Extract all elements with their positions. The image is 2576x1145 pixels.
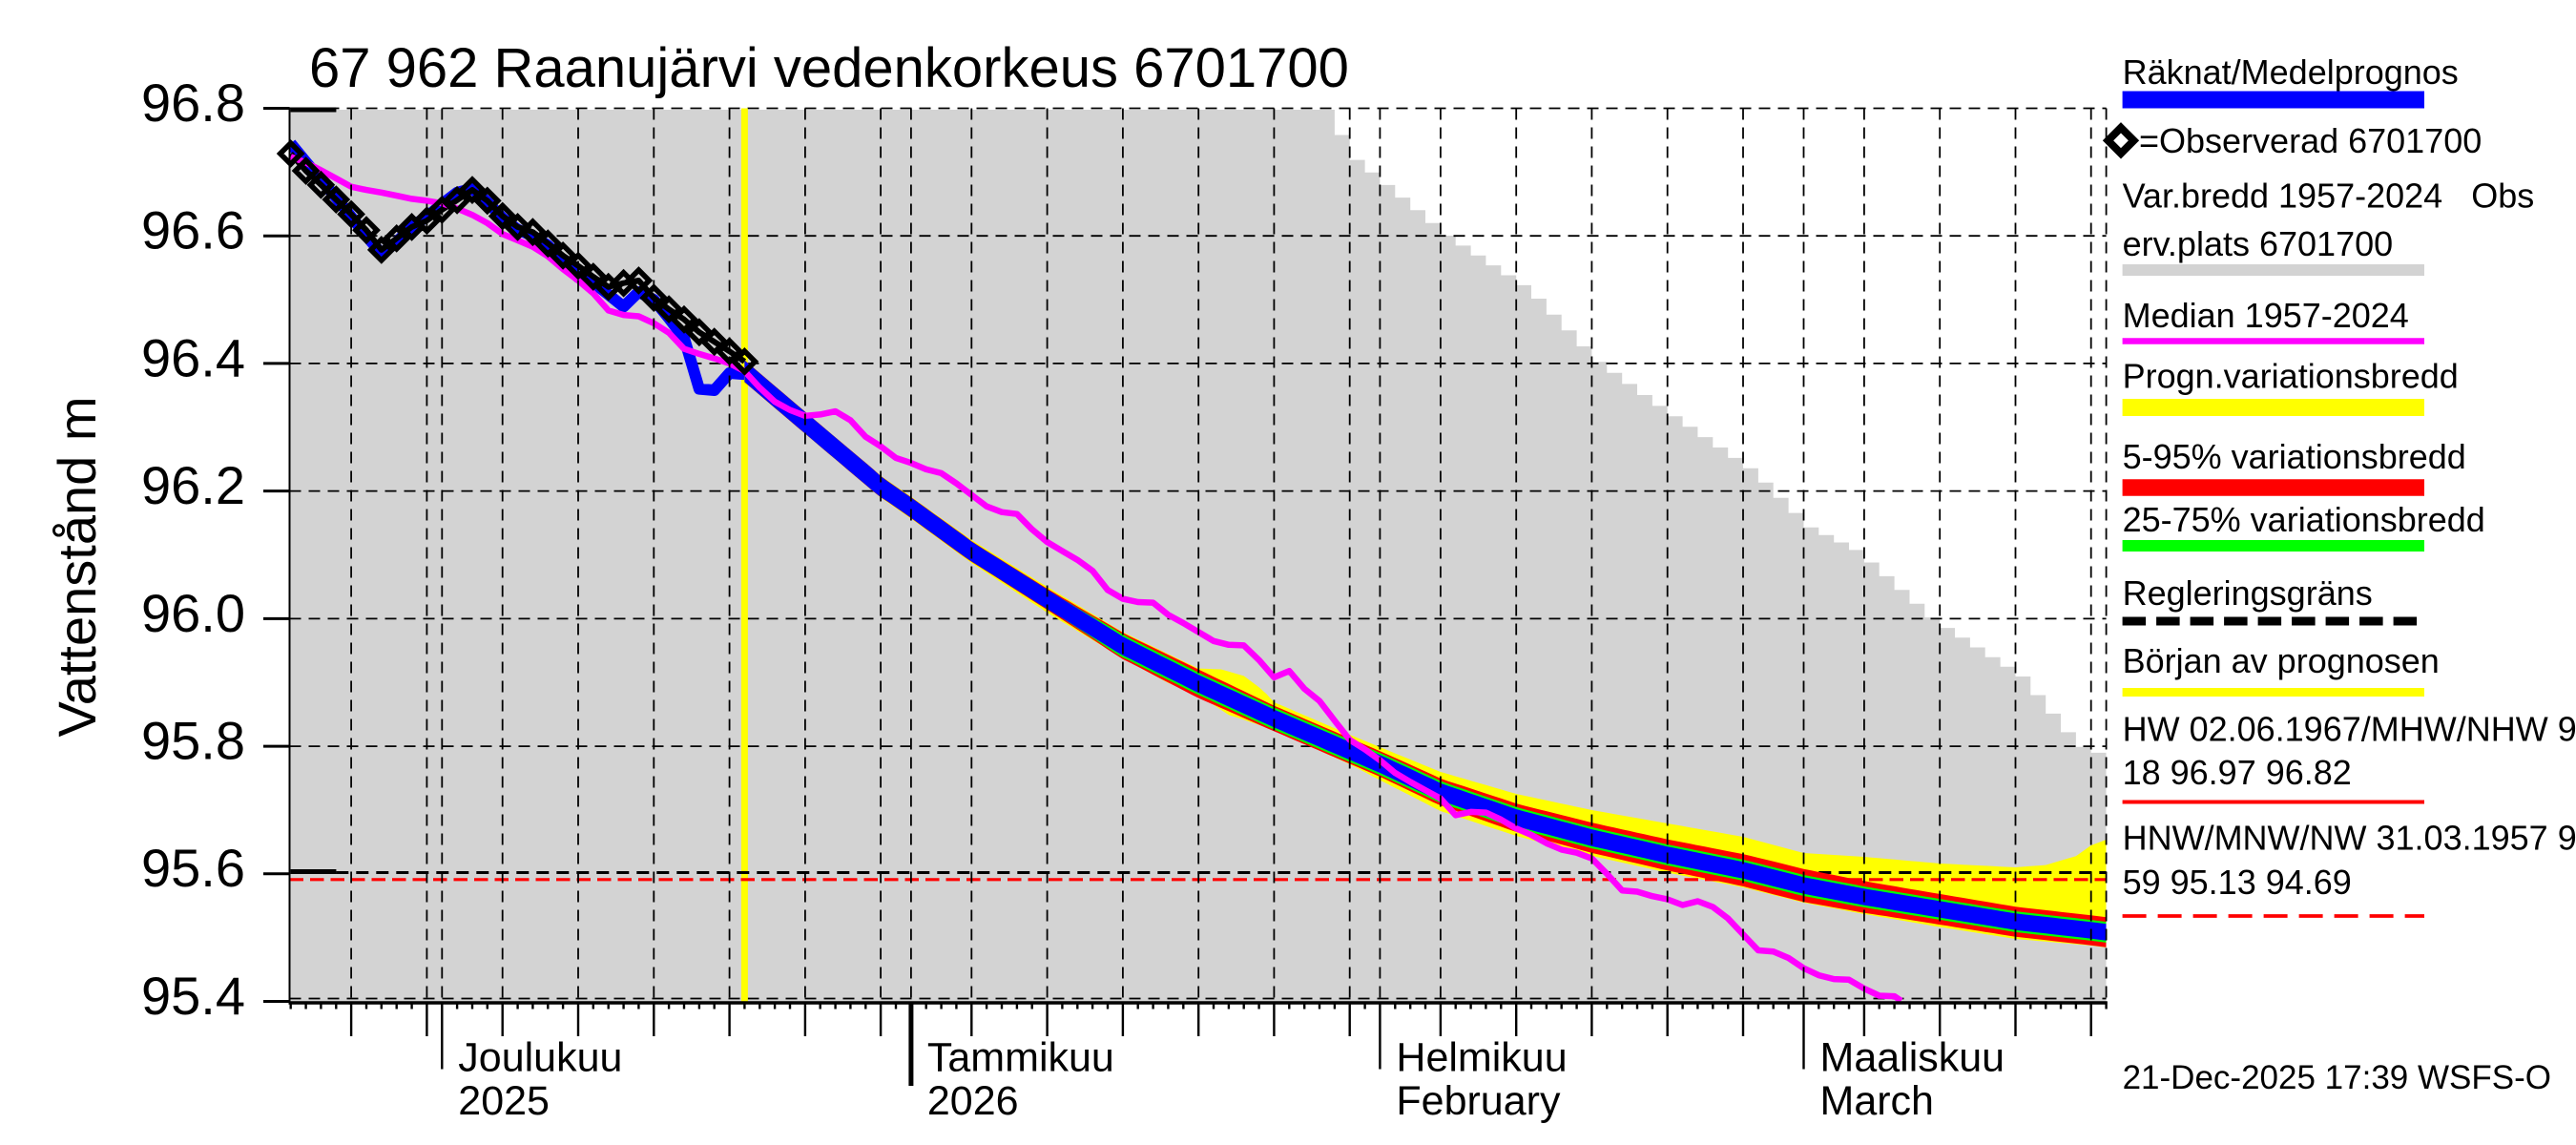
svg-text:March: March: [1820, 1078, 1934, 1124]
svg-text:18 96.97 96.82: 18 96.97 96.82: [2123, 753, 2352, 792]
svg-text:Tammikuu: Tammikuu: [927, 1034, 1114, 1080]
svg-text:96.4: 96.4: [141, 327, 245, 387]
svg-text:95.8: 95.8: [141, 711, 245, 771]
svg-text:96.6: 96.6: [141, 200, 245, 260]
svg-text:=Observerad 6701700: =Observerad 6701700: [2139, 121, 2482, 160]
svg-text:96.2: 96.2: [141, 455, 245, 515]
svg-text:erv.plats 6701700: erv.plats 6701700: [2123, 224, 2394, 263]
svg-text:Joulukuu: Joulukuu: [458, 1034, 622, 1080]
svg-text:Helmikuu: Helmikuu: [1396, 1034, 1567, 1080]
svg-text:96.8: 96.8: [141, 73, 245, 133]
svg-text:Var.bredd 1957-2024 Obs: Var.bredd 1957-2024 Obs: [2123, 177, 2535, 216]
svg-text:Räknat/Medelprognos: Räknat/Medelprognos: [2123, 52, 2459, 92]
svg-text:Progn.variationsbredd: Progn.variationsbredd: [2123, 357, 2459, 396]
svg-text:HNW/MNW/NW 31.03.1957 95.: HNW/MNW/NW 31.03.1957 95.: [2123, 819, 2576, 858]
svg-text:96.0: 96.0: [141, 583, 245, 643]
svg-text:Början av prognosen: Början av prognosen: [2123, 641, 2440, 680]
svg-text:5-95% variationsbredd: 5-95% variationsbredd: [2123, 437, 2466, 476]
svg-text:2025: 2025: [458, 1078, 550, 1124]
svg-text:25-75% variationsbredd: 25-75% variationsbredd: [2123, 500, 2485, 539]
svg-text:21-Dec-2025 17:39 WSFS-O: 21-Dec-2025 17:39 WSFS-O: [2123, 1059, 2551, 1096]
svg-text:Vattenstånd m: Vattenstånd m: [47, 397, 107, 738]
svg-text:95.6: 95.6: [141, 838, 245, 898]
svg-text:67 962 Raanujärvi vedenkorkeus: 67 962 Raanujärvi vedenkorkeus 6701700: [309, 37, 1349, 99]
svg-text:95.4: 95.4: [141, 966, 245, 1026]
svg-text:2026: 2026: [927, 1078, 1019, 1124]
svg-text:Maaliskuu: Maaliskuu: [1820, 1034, 2005, 1080]
svg-text:Median 1957-2024: Median 1957-2024: [2123, 296, 2409, 335]
svg-text:February: February: [1396, 1078, 1561, 1124]
svg-text:HW 02.06.1967/MHW/NHW 97.: HW 02.06.1967/MHW/NHW 97.: [2123, 710, 2576, 749]
svg-text:Regleringsgräns: Regleringsgräns: [2123, 573, 2373, 613]
svg-text:59 95.13 94.69: 59 95.13 94.69: [2123, 863, 2352, 902]
